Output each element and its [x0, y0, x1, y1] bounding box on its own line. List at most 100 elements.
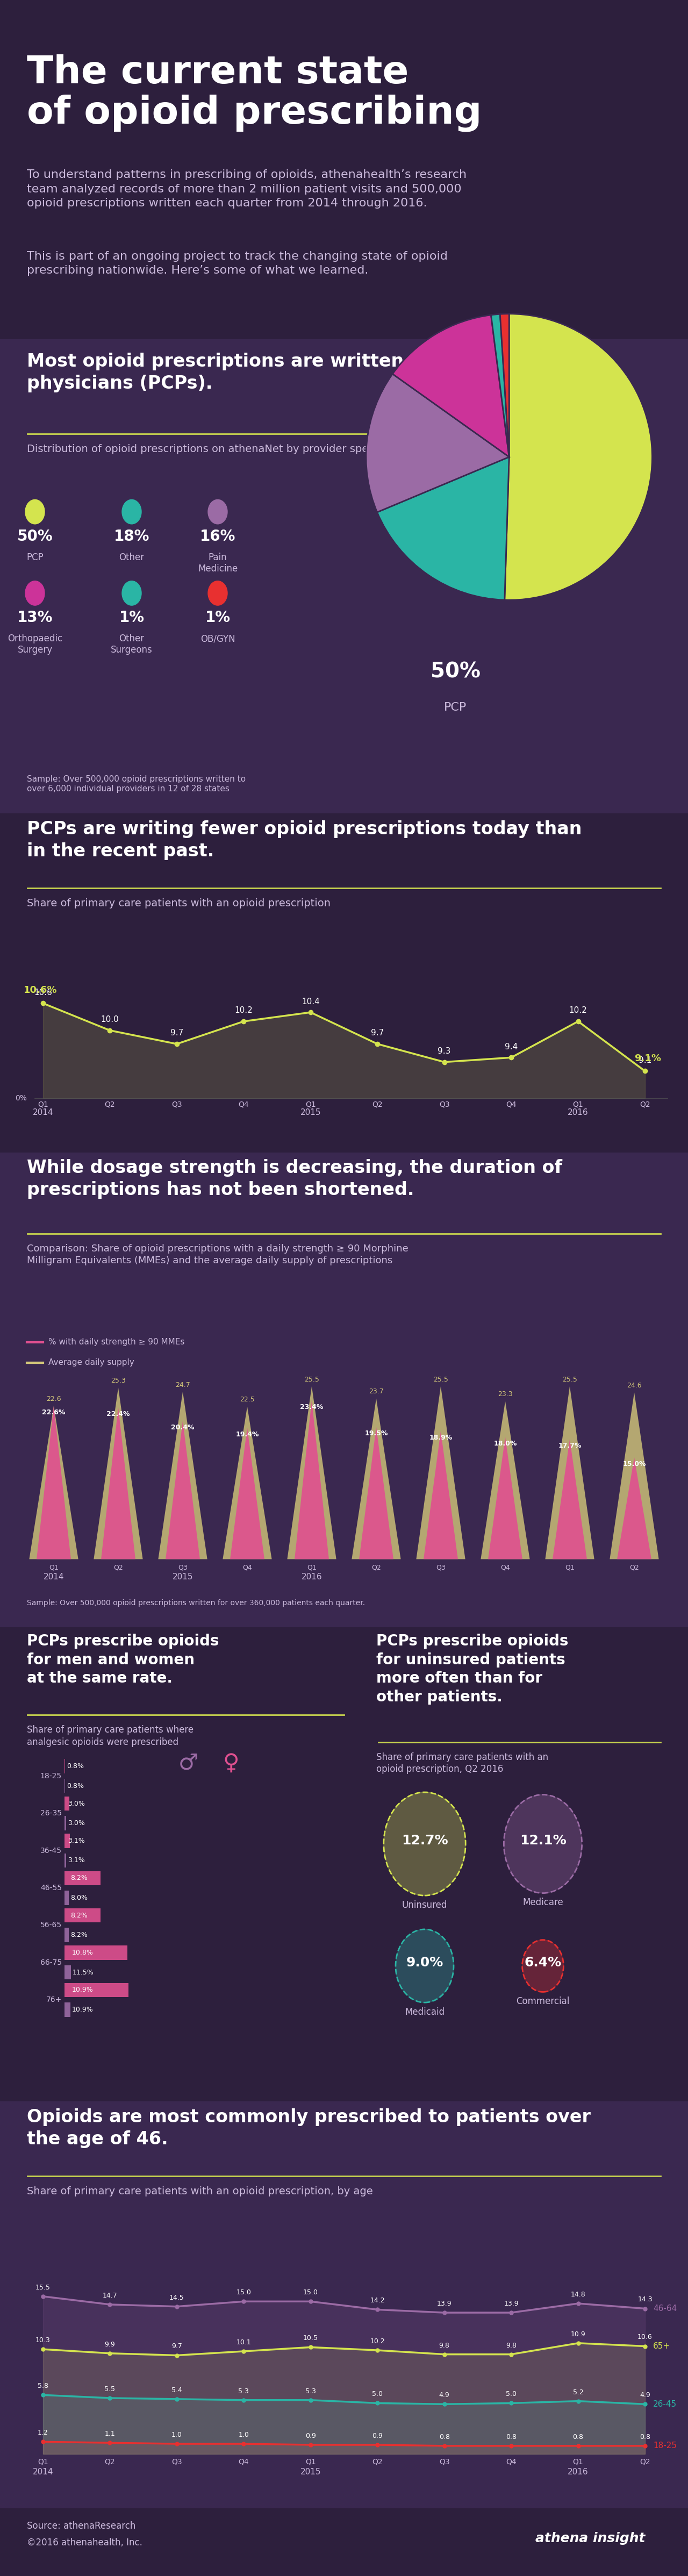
- Text: 65+: 65+: [653, 2342, 670, 2349]
- Text: 10.8%: 10.8%: [72, 1950, 94, 1955]
- Text: Pain
Medicine: Pain Medicine: [197, 551, 237, 574]
- Text: 6.4%: 6.4%: [524, 1955, 561, 1968]
- Bar: [65, 1965, 71, 1978]
- Text: 1%: 1%: [205, 611, 230, 626]
- Polygon shape: [36, 1406, 71, 1558]
- Text: Commercial: Commercial: [516, 1996, 570, 2007]
- Text: 3.0%: 3.0%: [67, 1801, 85, 1806]
- Polygon shape: [166, 1422, 200, 1558]
- Text: Q3: Q3: [171, 2458, 182, 2465]
- Text: 0.9: 0.9: [305, 2432, 316, 2439]
- Text: 18-25: 18-25: [40, 1772, 62, 1780]
- Text: PCPs are writing fewer opioid prescriptions today than
in the recent past.: PCPs are writing fewer opioid prescripti…: [27, 819, 582, 860]
- Text: Sample: Over 500,000 opioid prescriptions written for over 360,000 patients each: Sample: Over 500,000 opioid prescription…: [27, 1600, 365, 1607]
- Text: 9.3: 9.3: [438, 1048, 451, 1056]
- Text: 5.0: 5.0: [372, 2391, 383, 2398]
- Text: Q1: Q1: [307, 1564, 316, 1571]
- Text: 5.0: 5.0: [506, 2391, 517, 2398]
- Text: 2015: 2015: [300, 2468, 321, 2476]
- Text: 0.8: 0.8: [640, 2434, 650, 2439]
- Text: 9.4: 9.4: [505, 1043, 518, 1051]
- Text: Comparison: Share of opioid prescriptions with a daily strength ≥ 90 Morphine
Mi: Comparison: Share of opioid prescription…: [27, 1244, 409, 1265]
- Text: Q2: Q2: [105, 1100, 115, 1108]
- Text: 0.8%: 0.8%: [67, 1783, 84, 1790]
- Text: Q4: Q4: [506, 2458, 517, 2465]
- Text: Q1: Q1: [38, 1100, 48, 1108]
- Circle shape: [208, 582, 227, 605]
- Text: 14.3: 14.3: [638, 2295, 652, 2303]
- Text: % with daily strength ≥ 90 MMEs: % with daily strength ≥ 90 MMEs: [48, 1337, 184, 1347]
- Text: Uninsured: Uninsured: [402, 1901, 447, 1909]
- Text: 9.7: 9.7: [170, 1030, 183, 1038]
- Text: 1%: 1%: [119, 611, 144, 626]
- Text: 2016: 2016: [301, 1574, 322, 1582]
- Text: 1.2: 1.2: [38, 2429, 48, 2437]
- Polygon shape: [158, 1391, 207, 1558]
- Text: 50%: 50%: [431, 662, 480, 683]
- Text: 0.8: 0.8: [506, 2434, 517, 2439]
- Polygon shape: [617, 1458, 652, 1558]
- Text: 0.8: 0.8: [572, 2434, 583, 2439]
- Bar: [65, 1909, 100, 1922]
- Text: 15.5: 15.5: [36, 2285, 50, 2290]
- Bar: [65, 1852, 66, 1868]
- Wedge shape: [500, 314, 509, 456]
- Text: Q4: Q4: [239, 2458, 249, 2465]
- Text: 22.6%: 22.6%: [42, 1409, 65, 1417]
- Text: Q2: Q2: [630, 1564, 639, 1571]
- Polygon shape: [610, 1394, 659, 1558]
- Polygon shape: [288, 1386, 336, 1558]
- Text: 10.3: 10.3: [36, 2336, 50, 2344]
- Bar: [65, 1891, 69, 1904]
- Text: 12.7%: 12.7%: [401, 1834, 448, 1847]
- Text: 10.2: 10.2: [235, 1007, 252, 1015]
- Wedge shape: [393, 314, 509, 456]
- Polygon shape: [552, 1440, 587, 1558]
- Text: ©2016 athenahealth, Inc.: ©2016 athenahealth, Inc.: [27, 2537, 142, 2548]
- Wedge shape: [366, 374, 509, 513]
- Circle shape: [25, 582, 45, 605]
- Text: Share of primary care patients with an opioid prescription, by age: Share of primary care patients with an o…: [27, 2187, 373, 2197]
- Text: 9.0%: 9.0%: [406, 1955, 443, 1968]
- Circle shape: [396, 1929, 453, 2002]
- Text: OB/GYN: OB/GYN: [200, 634, 235, 644]
- Text: 11.5%: 11.5%: [72, 1968, 94, 1976]
- Text: 14.2: 14.2: [370, 2298, 385, 2303]
- Polygon shape: [101, 1406, 136, 1558]
- Text: 2015: 2015: [173, 1574, 193, 1582]
- Text: 1.1: 1.1: [105, 2429, 115, 2437]
- Text: PCP: PCP: [26, 551, 43, 562]
- Text: 23.3: 23.3: [498, 1391, 513, 1399]
- Text: 12.1%: 12.1%: [519, 1834, 566, 1847]
- Text: 18-25: 18-25: [653, 2442, 677, 2450]
- Text: 10.2: 10.2: [569, 1007, 587, 1015]
- Text: 15.0%: 15.0%: [623, 1461, 646, 1468]
- Text: Average daily supply: Average daily supply: [48, 1358, 134, 1368]
- Bar: [65, 1816, 66, 1832]
- Text: 9.1%: 9.1%: [634, 1054, 661, 1064]
- Text: 10.5: 10.5: [303, 2334, 318, 2342]
- Text: 2015: 2015: [300, 1108, 321, 1118]
- Text: Q1: Q1: [573, 2458, 583, 2465]
- Polygon shape: [352, 1399, 400, 1558]
- Text: 22.6: 22.6: [46, 1396, 61, 1401]
- Text: athena insight: athena insight: [535, 2532, 645, 2545]
- Bar: [65, 1927, 69, 1942]
- Polygon shape: [424, 1432, 458, 1558]
- Text: 19.4%: 19.4%: [235, 1430, 259, 1437]
- Text: Q2: Q2: [372, 1564, 381, 1571]
- Text: 4.9: 4.9: [640, 2391, 650, 2398]
- Text: 56-65: 56-65: [40, 1922, 62, 1929]
- Text: 3.1%: 3.1%: [68, 1857, 85, 1865]
- Text: 10.2: 10.2: [370, 2339, 385, 2344]
- Text: Q1: Q1: [573, 1100, 583, 1108]
- Text: Medicare: Medicare: [522, 1899, 563, 1906]
- Polygon shape: [230, 1427, 264, 1558]
- Text: 13%: 13%: [17, 611, 53, 626]
- Text: 14.8: 14.8: [570, 2290, 585, 2298]
- Text: 9.8: 9.8: [439, 2342, 450, 2349]
- Text: Q4: Q4: [242, 1564, 252, 1571]
- Text: 23.7: 23.7: [369, 1388, 384, 1396]
- Circle shape: [122, 582, 141, 605]
- Bar: [65, 1870, 100, 1886]
